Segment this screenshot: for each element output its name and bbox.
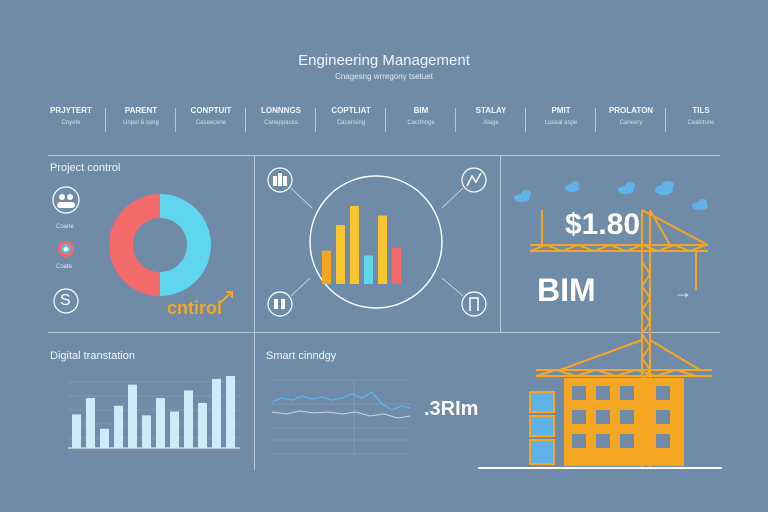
smart-line-series-2 [271,410,411,419]
digital-label: Digital transtation [50,350,135,362]
center-bar-4 [378,215,387,284]
digital-bar-6 [156,398,165,448]
bim-arrow-icon[interactable]: → [674,282,692,302]
dollar-glyph: S [60,292,71,309]
project-control-icons [52,186,80,314]
documents-icon[interactable] [267,291,293,317]
nav-item-bim[interactable]: BIM Cacrlhoge [386,106,456,136]
fork-icon[interactable] [461,291,487,317]
nav-item-stalay[interactable]: STALAY Alage [456,106,526,136]
people-icon[interactable] [52,186,80,214]
smart-line-series-1 [271,391,411,411]
digital-bar-4 [128,384,137,448]
cloud-icon [514,181,708,210]
donut-slice-1 [109,194,211,296]
center-bar-3 [364,255,373,284]
crane-icon [529,209,712,467]
smart-label: Smart cinndgy [266,350,337,362]
brand-control-text: cntirol [167,298,223,318]
divider-middle [48,332,720,333]
divider-top [48,155,720,156]
digital-bar-3 [114,405,123,448]
bim-amount: $1.80 [565,208,641,241]
nav-item-pmit[interactable]: PMIT Luseal aspe [526,106,596,136]
nav-item-tils[interactable]: TILS Cealctune [687,106,715,126]
donut-chart [109,194,211,296]
center-bar-chart [322,206,401,284]
project-control-label: Project control [50,162,121,174]
chart-circle-icon[interactable] [58,241,74,257]
digital-bar-10 [212,378,221,448]
page-subtitle: Cnagesng wrregony tsetuet [335,72,433,81]
icon-caption-1: Coane [56,224,74,230]
nav-item-parent[interactable]: PARENT Unpel & ssng [106,106,176,136]
digital-bar-11 [226,376,235,448]
digital-bar-8 [184,390,193,448]
ground-line [478,467,722,469]
trend-icon[interactable] [461,167,487,193]
smart-line-chart [271,379,411,455]
icon-caption-2: Coate [56,264,73,270]
digital-bar-7 [170,411,179,448]
center-bar-0 [322,250,331,284]
top-nav: PRJYTERT Cnyete PARENT Unpel & ssng CONPTU… [36,106,736,136]
digital-bar-1 [86,398,95,448]
divider-vertical-1 [254,155,255,470]
divider-vertical-2 [500,155,501,332]
page-title: Engineering Management [298,52,470,69]
nav-item-conptuit[interactable]: CONPTUIT Caseecene [176,106,246,136]
construction-illustration [514,181,712,467]
nav-item-lonnngs[interactable]: LONNNGS Caneppaces [246,106,316,136]
bim-label: BIM [537,272,596,308]
center-bar-1 [336,225,345,284]
center-chart-panel [267,167,487,317]
nav-item-projects[interactable]: PRJYTERT Cnyete [36,106,106,136]
digital-bar-5 [142,415,151,448]
team-icon[interactable] [267,167,293,193]
center-bar-2 [350,206,359,284]
digital-bar-9 [198,402,207,448]
digital-bar-chart [68,376,240,449]
building-icon [564,378,684,466]
center-bar-5 [392,247,401,284]
dollar-icon[interactable] [53,288,79,314]
nav-item-copliat[interactable]: COPTLIAT Cacensing [316,106,386,136]
brand-arrow-icon [220,291,233,303]
digital-bar-0 [72,414,81,448]
nav-item-prolaton[interactable]: PROLATON Caneery [596,106,666,136]
smart-value: .3RIm [424,398,479,420]
container-stack-icon [529,391,555,465]
digital-bar-2 [100,428,109,448]
